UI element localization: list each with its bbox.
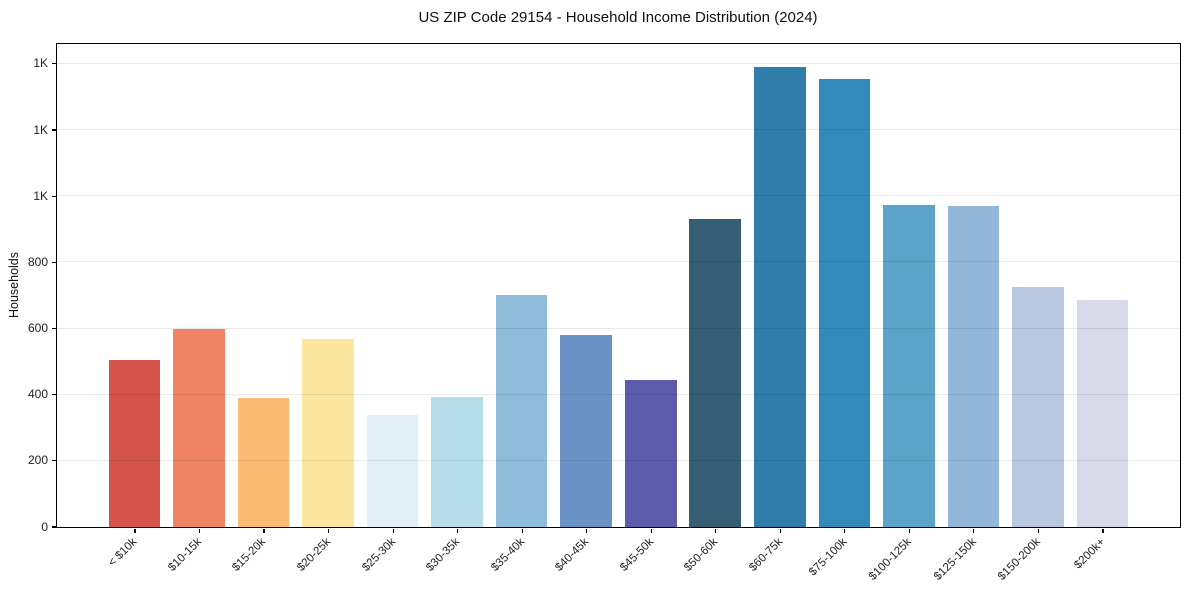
ytick-label-200: 200 xyxy=(27,453,48,468)
xtick-mark-13 xyxy=(973,528,975,533)
xtick-mark-1 xyxy=(198,528,201,533)
xtick-mark-7 xyxy=(586,528,588,533)
xtick-mark-11 xyxy=(844,528,846,533)
ytick-label-1200: 1K xyxy=(33,122,48,137)
bar-40-45k xyxy=(560,334,612,527)
xtick-label-text: $25-30k xyxy=(359,535,398,574)
bar-15-20k xyxy=(237,398,290,527)
xtick-label-text: $10-15k xyxy=(166,535,205,574)
gridline-400 xyxy=(56,393,1180,395)
ytick-mark-600 xyxy=(51,327,56,330)
bar-25-30k xyxy=(366,414,419,527)
xtick-mark-9 xyxy=(715,528,717,533)
ytick-mark-0 xyxy=(51,526,56,528)
xtick-label-text: $200k+ xyxy=(1072,535,1108,571)
ytick-label-1400: 1K xyxy=(33,56,48,71)
xtick-mark-10 xyxy=(779,528,781,533)
xtick-mark-8 xyxy=(650,528,652,533)
chart-title: US ZIP Code 29154 - Household Income Dis… xyxy=(418,9,818,26)
ytick-mark-800 xyxy=(51,261,56,263)
bar-75-100k xyxy=(818,78,871,527)
xtick-mark-15 xyxy=(1102,528,1104,533)
xtick-label-text: $35-40k xyxy=(488,535,527,574)
bar-20-25k xyxy=(302,339,354,527)
bar-45-50k xyxy=(624,380,677,527)
bar-150-200k xyxy=(1012,287,1064,527)
xtick-label-text: < $10k xyxy=(106,535,140,569)
xtick-label-text: $20-25k xyxy=(295,535,334,574)
ytick-mark-1000 xyxy=(51,195,56,197)
xtick-mark-0 xyxy=(134,528,136,533)
bar-125-150k xyxy=(947,205,1000,527)
bar-10-15k xyxy=(173,329,225,527)
xtick-label-text: $30-35k xyxy=(424,535,463,574)
bar-60-75k xyxy=(754,67,806,527)
bar-30-35k xyxy=(431,396,483,527)
gridline-200 xyxy=(56,459,1180,461)
bar-35-40k xyxy=(495,294,548,527)
bar-10k xyxy=(108,360,161,527)
xtick-mark-12 xyxy=(908,528,910,533)
xtick-mark-3 xyxy=(327,528,330,533)
xtick-label-text: $60-75k xyxy=(746,535,785,574)
ytick-label-600: 600 xyxy=(27,321,48,335)
ytick-label-0: 0 xyxy=(41,519,48,534)
bar-200k xyxy=(1076,299,1129,527)
xtick-label-text: $100-125k xyxy=(866,535,914,583)
xtick-label-text: $150-200k xyxy=(995,535,1043,583)
ytick-mark-400 xyxy=(51,394,56,396)
xtick-label-text: $50-60k xyxy=(682,535,721,574)
xtick-label-text: $75-100k xyxy=(806,535,850,578)
ytick-mark-1200 xyxy=(51,129,56,131)
gridline-1000 xyxy=(56,195,1180,197)
xtick-label-text: $125-150k xyxy=(931,535,979,583)
xtick-label-text: $15-20k xyxy=(230,535,269,574)
gridline-1400 xyxy=(56,62,1180,64)
gridline-600 xyxy=(56,327,1180,329)
ytick-label-800: 800 xyxy=(27,254,48,269)
gridline-1200 xyxy=(56,129,1180,130)
xtick-mark-5 xyxy=(457,528,459,533)
xtick-mark-2 xyxy=(263,528,265,533)
xtick-label-text: $40-45k xyxy=(553,535,592,574)
xtick-mark-4 xyxy=(392,528,394,533)
bar-50-60k xyxy=(689,219,742,527)
ytick-mark-1400 xyxy=(51,63,56,65)
xtick-mark-6 xyxy=(521,528,523,533)
ytick-label-400: 400 xyxy=(27,387,48,402)
ytick-label-1000: 1K xyxy=(33,188,48,203)
ytick-mark-200 xyxy=(51,460,56,462)
xtick-label-text: $45-50k xyxy=(617,535,656,574)
xtick-mark-14 xyxy=(1037,528,1039,533)
bar-100-125k xyxy=(883,204,935,527)
gridline-800 xyxy=(56,261,1180,263)
plot-area xyxy=(55,42,1181,528)
